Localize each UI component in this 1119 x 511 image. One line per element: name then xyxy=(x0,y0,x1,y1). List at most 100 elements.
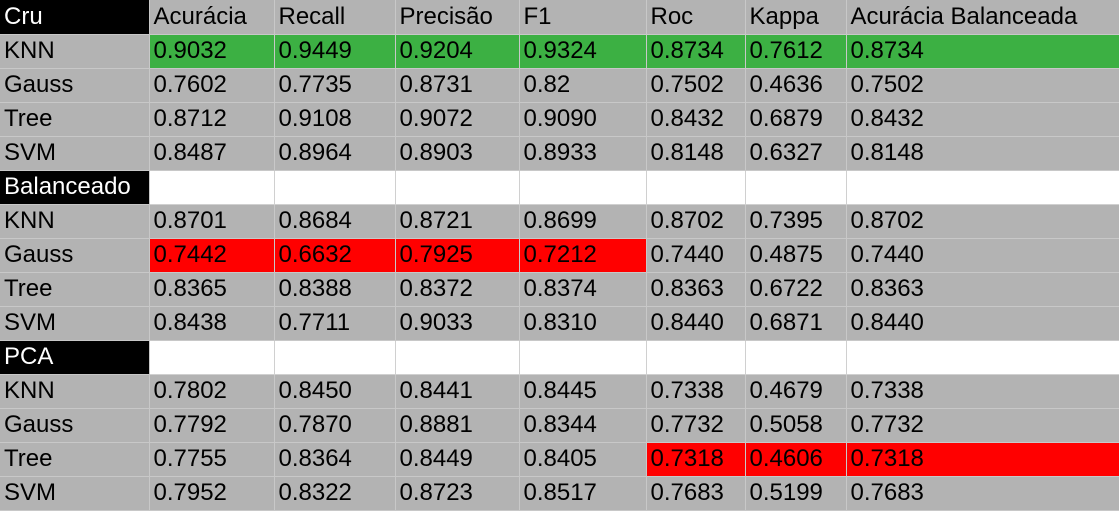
model-cell[interactable]: Gauss xyxy=(0,68,150,103)
empty-cell[interactable] xyxy=(646,170,746,205)
empty-cell[interactable] xyxy=(745,170,847,205)
section-label-pca[interactable]: PCA xyxy=(0,340,150,375)
value-cell[interactable]: 0.7440 xyxy=(846,238,1119,273)
value-cell[interactable]: 0.6871 xyxy=(745,306,847,341)
value-cell[interactable]: 0.8699 xyxy=(519,204,647,239)
value-cell[interactable]: 0.4636 xyxy=(745,68,847,103)
model-cell[interactable]: Tree xyxy=(0,272,150,307)
value-cell[interactable]: 0.4606 xyxy=(745,442,847,477)
value-cell[interactable]: 0.9324 xyxy=(519,34,647,69)
model-cell[interactable]: SVM xyxy=(0,476,150,511)
model-cell[interactable]: SVM xyxy=(0,136,150,171)
value-cell[interactable]: 0.7318 xyxy=(846,442,1119,477)
value-cell[interactable]: 0.8701 xyxy=(149,204,275,239)
value-cell[interactable]: 0.8734 xyxy=(846,34,1119,69)
value-cell[interactable]: 0.8365 xyxy=(149,272,275,307)
value-cell[interactable]: 0.8881 xyxy=(395,408,520,443)
header-acuracia-balanceada[interactable]: Acurácia Balanceada xyxy=(846,0,1119,35)
value-cell[interactable]: 0.7755 xyxy=(149,442,275,477)
value-cell[interactable]: 0.8364 xyxy=(274,442,396,477)
header-recall[interactable]: Recall xyxy=(274,0,396,35)
model-cell[interactable]: KNN xyxy=(0,34,150,69)
value-cell[interactable]: 0.8723 xyxy=(395,476,520,511)
value-cell[interactable]: 0.8440 xyxy=(646,306,746,341)
model-cell[interactable]: Tree xyxy=(0,442,150,477)
model-cell[interactable]: Tree xyxy=(0,102,150,137)
empty-cell[interactable] xyxy=(274,170,396,205)
value-cell[interactable]: 0.8374 xyxy=(519,272,647,307)
value-cell[interactable]: 0.8322 xyxy=(274,476,396,511)
value-cell[interactable]: 0.6632 xyxy=(274,238,396,273)
value-cell[interactable]: 0.6879 xyxy=(745,102,847,137)
value-cell[interactable]: 0.8440 xyxy=(846,306,1119,341)
value-cell[interactable]: 0.9033 xyxy=(395,306,520,341)
model-cell[interactable]: KNN xyxy=(0,204,150,239)
value-cell[interactable]: 0.8449 xyxy=(395,442,520,477)
value-cell[interactable]: 0.7602 xyxy=(149,68,275,103)
value-cell[interactable]: 0.7395 xyxy=(745,204,847,239)
value-cell[interactable]: 0.7732 xyxy=(646,408,746,443)
value-cell[interactable]: 0.8734 xyxy=(646,34,746,69)
value-cell[interactable]: 0.7338 xyxy=(846,374,1119,409)
header-kappa[interactable]: Kappa xyxy=(745,0,847,35)
value-cell[interactable]: 0.7612 xyxy=(745,34,847,69)
value-cell[interactable]: 0.7338 xyxy=(646,374,746,409)
header-roc[interactable]: Roc xyxy=(646,0,746,35)
value-cell[interactable]: 0.7952 xyxy=(149,476,275,511)
value-cell[interactable]: 0.7802 xyxy=(149,374,275,409)
empty-cell[interactable] xyxy=(519,340,647,375)
value-cell[interactable]: 0.8702 xyxy=(646,204,746,239)
value-cell[interactable]: 0.8432 xyxy=(846,102,1119,137)
value-cell[interactable]: 0.8148 xyxy=(846,136,1119,171)
value-cell[interactable]: 0.9090 xyxy=(519,102,647,137)
empty-cell[interactable] xyxy=(846,170,1119,205)
model-cell[interactable]: SVM xyxy=(0,306,150,341)
value-cell[interactable]: 0.8363 xyxy=(646,272,746,307)
value-cell[interactable]: 0.8363 xyxy=(846,272,1119,307)
section-label-cru[interactable]: Cru xyxy=(0,0,150,35)
empty-cell[interactable] xyxy=(846,340,1119,375)
value-cell[interactable]: 0.7502 xyxy=(646,68,746,103)
value-cell[interactable]: 0.8903 xyxy=(395,136,520,171)
value-cell[interactable]: 0.8344 xyxy=(519,408,647,443)
value-cell[interactable]: 0.8405 xyxy=(519,442,647,477)
value-cell[interactable]: 0.9108 xyxy=(274,102,396,137)
header-f1[interactable]: F1 xyxy=(519,0,647,35)
value-cell[interactable]: 0.8721 xyxy=(395,204,520,239)
value-cell[interactable]: 0.7925 xyxy=(395,238,520,273)
value-cell[interactable]: 0.4679 xyxy=(745,374,847,409)
value-cell[interactable]: 0.8964 xyxy=(274,136,396,171)
value-cell[interactable]: 0.8487 xyxy=(149,136,275,171)
value-cell[interactable]: 0.8372 xyxy=(395,272,520,307)
model-cell[interactable]: Gauss xyxy=(0,238,150,273)
empty-cell[interactable] xyxy=(519,170,647,205)
value-cell[interactable]: 0.7792 xyxy=(149,408,275,443)
value-cell[interactable]: 0.8517 xyxy=(519,476,647,511)
value-cell[interactable]: 0.4875 xyxy=(745,238,847,273)
value-cell[interactable]: 0.8432 xyxy=(646,102,746,137)
empty-cell[interactable] xyxy=(274,340,396,375)
header-precisao[interactable]: Precisão xyxy=(395,0,520,35)
model-cell[interactable]: KNN xyxy=(0,374,150,409)
value-cell[interactable]: 0.5058 xyxy=(745,408,847,443)
section-label-balanceado[interactable]: Balanceado xyxy=(0,170,150,205)
value-cell[interactable]: 0.7735 xyxy=(274,68,396,103)
empty-cell[interactable] xyxy=(149,170,275,205)
value-cell[interactable]: 0.8310 xyxy=(519,306,647,341)
model-cell[interactable]: Gauss xyxy=(0,408,150,443)
value-cell[interactable]: 0.8684 xyxy=(274,204,396,239)
value-cell[interactable]: 0.8450 xyxy=(274,374,396,409)
value-cell[interactable]: 0.7318 xyxy=(646,442,746,477)
value-cell[interactable]: 0.8445 xyxy=(519,374,647,409)
value-cell[interactable]: 0.8438 xyxy=(149,306,275,341)
value-cell[interactable]: 0.7442 xyxy=(149,238,275,273)
value-cell[interactable]: 0.5199 xyxy=(745,476,847,511)
value-cell[interactable]: 0.7440 xyxy=(646,238,746,273)
value-cell[interactable]: 0.9032 xyxy=(149,34,275,69)
value-cell[interactable]: 0.9449 xyxy=(274,34,396,69)
value-cell[interactable]: 0.7711 xyxy=(274,306,396,341)
value-cell[interactable]: 0.6327 xyxy=(745,136,847,171)
value-cell[interactable]: 0.9072 xyxy=(395,102,520,137)
value-cell[interactable]: 0.7870 xyxy=(274,408,396,443)
empty-cell[interactable] xyxy=(745,340,847,375)
